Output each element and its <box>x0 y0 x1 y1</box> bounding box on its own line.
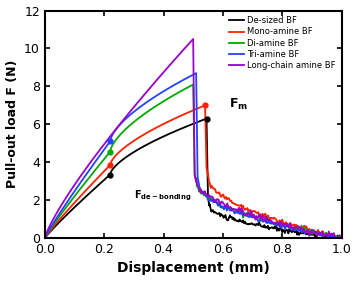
De-sized BF <box>95 185 99 188</box>
Di-amine BF <box>43 236 47 240</box>
Di-amine BF <box>309 232 313 235</box>
X-axis label: Displacement (mm): Displacement (mm) <box>117 261 270 275</box>
De-sized BF <box>43 236 47 240</box>
Tri-amine BF <box>194 71 198 75</box>
Mono-amine BF <box>340 236 344 239</box>
Mono-amine BF <box>95 177 99 180</box>
Mono-amine BF <box>298 227 302 230</box>
Long-chain amine BF <box>340 235 344 239</box>
Di-amine BF <box>340 236 344 240</box>
Line: Di-amine BF: Di-amine BF <box>45 85 342 238</box>
Tri-amine BF <box>299 228 303 231</box>
Di-amine BF <box>191 83 195 86</box>
Line: Tri-amine BF: Tri-amine BF <box>45 73 342 238</box>
Tri-amine BF <box>331 234 335 237</box>
Tri-amine BF <box>340 235 344 239</box>
Di-amine BF <box>298 229 303 232</box>
De-sized BF <box>312 232 316 236</box>
Long-chain amine BF <box>84 167 88 170</box>
Long-chain amine BF <box>247 213 251 217</box>
Line: Long-chain amine BF: Long-chain amine BF <box>45 39 342 238</box>
De-sized BF <box>302 230 306 234</box>
Text: $\mathbf{F_{de-bonding}}$: $\mathbf{F_{de-bonding}}$ <box>134 189 191 203</box>
Line: Mono-amine BF: Mono-amine BF <box>45 105 342 238</box>
Mono-amine BF <box>203 104 207 107</box>
Y-axis label: Pull-out load F (N): Pull-out load F (N) <box>6 60 19 189</box>
Mono-amine BF <box>331 236 336 240</box>
De-sized BF <box>298 230 303 234</box>
Tri-amine BF <box>310 230 314 234</box>
De-sized BF <box>331 236 336 239</box>
Mono-amine BF <box>260 216 264 219</box>
Long-chain amine BF <box>326 233 330 237</box>
De-sized BF <box>340 235 344 238</box>
Long-chain amine BF <box>315 234 319 237</box>
Tri-amine BF <box>254 218 258 221</box>
De-sized BF <box>261 225 265 228</box>
Di-amine BF <box>295 227 299 230</box>
Text: $\mathbf{F_m}$: $\mathbf{F_m}$ <box>229 97 248 112</box>
Di-amine BF <box>331 233 335 237</box>
Mono-amine BF <box>312 228 316 232</box>
Tri-amine BF <box>43 236 47 240</box>
Long-chain amine BF <box>191 37 195 41</box>
Di-amine BF <box>95 166 99 170</box>
De-sized BF <box>205 117 209 120</box>
Line: De-sized BF: De-sized BF <box>45 119 342 238</box>
Long-chain amine BF <box>43 236 47 240</box>
Mono-amine BF <box>43 236 47 240</box>
Di-amine BF <box>252 214 257 218</box>
Long-chain amine BF <box>260 214 265 217</box>
Mono-amine BF <box>302 225 306 228</box>
Tri-amine BF <box>95 158 99 161</box>
Long-chain amine BF <box>256 216 260 219</box>
Legend: De-sized BF, Mono-amine BF, Di-amine BF, Tri-amine BF, Long-chain amine BF: De-sized BF, Mono-amine BF, Di-amine BF,… <box>227 15 337 71</box>
Tri-amine BF <box>295 228 300 231</box>
